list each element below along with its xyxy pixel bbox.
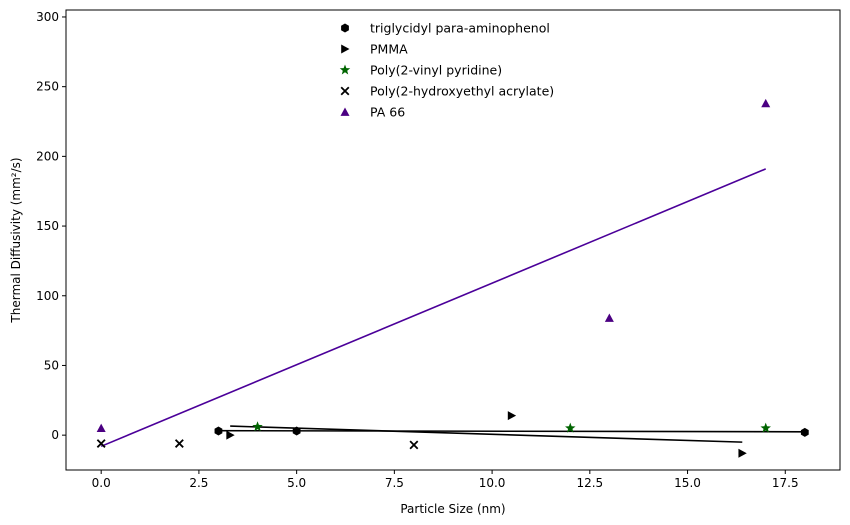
trend-line [230,425,743,443]
data-point [565,422,576,433]
data-point [174,439,184,448]
data-point [604,313,614,322]
legend-marker [340,107,350,116]
y-axis-ticks: 0 50 100 150 200 250 300 [36,10,66,442]
data-points [96,98,809,458]
legend-marker [341,44,350,54]
legend-marker [341,23,349,33]
x-tick-label: 7.5 [385,476,404,490]
legend-label: triglycidyl para-aminophenol [370,21,550,36]
x-tick-label: 12.5 [576,476,603,490]
legend-label: Poly(2-hydroxyethyl acrylate) [370,84,554,99]
data-point [226,430,235,440]
y-tick-label: 100 [36,289,59,303]
data-point [409,440,419,450]
x-tick-label: 5.0 [287,476,306,490]
legend-label: PA 66 [370,105,405,120]
x-axis-ticks: 0.0 2.5 5.0 7.5 10.0 12.5 15.0 17.5 [92,470,799,490]
x-tick-label: 0.0 [92,476,111,490]
legend-marker [340,86,350,96]
data-point [760,422,771,433]
data-point [252,421,263,432]
y-tick-label: 50 [44,358,59,372]
plot-area [65,9,841,471]
y-tick-label: 0 [51,428,59,442]
data-point [96,423,106,433]
y-tick-label: 200 [36,149,59,163]
data-point [214,426,223,436]
y-axis-label: Thermal Diffusivity (mm²/s) [9,157,23,323]
legend-marker [339,64,351,75]
data-point [738,448,747,458]
data-point [507,411,517,421]
x-tick-label: 2.5 [189,476,208,490]
data-point [800,427,809,437]
data-point [292,426,301,436]
data-point [761,98,771,108]
y-tick-label: 150 [36,219,59,233]
data-point [96,439,106,448]
legend: triglycidyl para-aminophenol PMMA Poly(2-v… [339,21,554,120]
y-tick-label: 250 [36,80,59,94]
trend-line [218,429,805,433]
x-tick-label: 10.0 [479,476,506,490]
x-axis-label: Particle Size (nm) [400,502,505,516]
legend-label: PMMA [370,42,408,57]
y-tick-label: 300 [36,10,59,24]
trend-line [100,168,767,448]
legend-label: Poly(2-vinyl pyridine) [370,63,502,78]
trend-lines [100,168,805,448]
x-tick-label: 17.5 [772,476,799,490]
x-tick-label: 15.0 [674,476,701,490]
